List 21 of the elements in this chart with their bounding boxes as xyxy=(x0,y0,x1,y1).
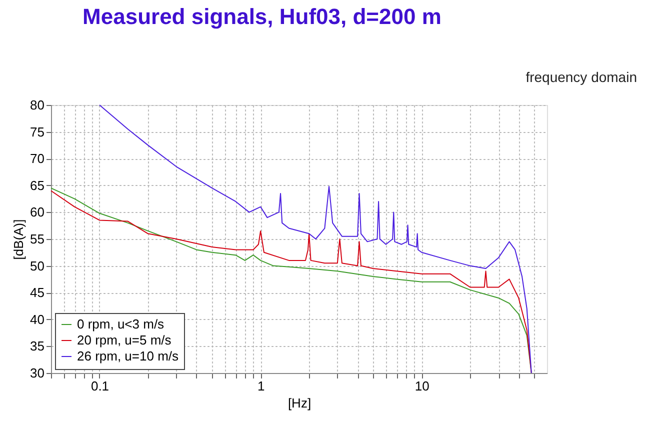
y-tick-label: 75 xyxy=(30,124,44,140)
y-tick-label: 40 xyxy=(30,312,44,327)
text: frequency domain xyxy=(526,69,637,85)
y-tick-label: 70 xyxy=(30,151,44,166)
chart-title: Measured signals, Huf03, d=200 m xyxy=(82,4,442,29)
legend-label: 26 rpm, u=10 m/s xyxy=(77,348,180,364)
x-tick-label: 10 xyxy=(414,378,430,394)
legend-label: 0 rpm, u<3 m/s xyxy=(77,316,165,332)
y-tick-label: 55 xyxy=(30,232,44,246)
y-tick-label: 50 xyxy=(30,258,44,274)
y-tick-label: 80 xyxy=(30,98,44,112)
y-tick-label: 35 xyxy=(30,338,44,354)
x-tick-label: 0.1 xyxy=(90,378,110,394)
y-tick-label: 60 xyxy=(30,204,44,220)
legend-label: 20 rpm, u=5 m/s xyxy=(77,332,172,348)
y-tick-label: 65 xyxy=(30,178,44,193)
y-tick-label: 45 xyxy=(30,285,44,300)
y-axis-title: [dB(A)] xyxy=(11,219,26,260)
y-tick-label: 30 xyxy=(30,366,44,380)
x-tick-label: 1 xyxy=(257,378,265,394)
x-axis-title: [Hz] xyxy=(288,396,312,410)
